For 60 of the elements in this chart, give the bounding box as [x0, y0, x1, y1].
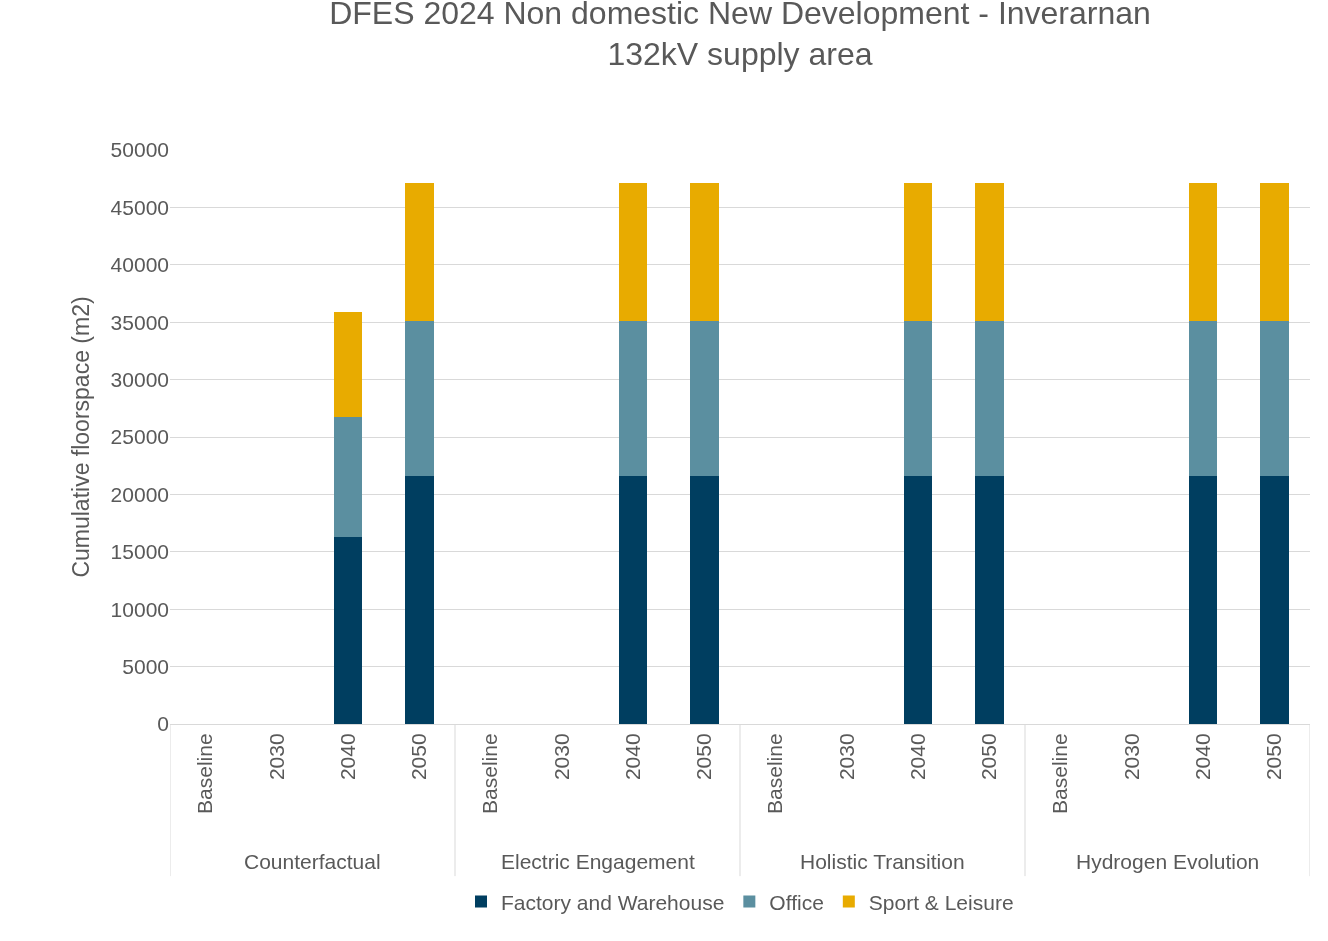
text: Holistic Transition	[800, 850, 965, 873]
x-tick-label: 2030	[1119, 733, 1143, 781]
legend-label: Sport & Leisure	[868, 890, 1014, 914]
text: Counterfactual	[244, 850, 381, 873]
y-tick-label: 50000	[110, 138, 169, 162]
bar	[903, 321, 933, 477]
y-tick-label: 20000	[110, 482, 169, 506]
bar	[903, 183, 933, 322]
bar	[405, 183, 434, 322]
y-tick-label: 15000	[110, 540, 169, 564]
x-tick-label: 2040	[905, 733, 929, 781]
bar	[1188, 183, 1218, 322]
y-tick-label: 45000	[110, 195, 169, 219]
bar	[1260, 321, 1289, 477]
bar	[1260, 183, 1289, 322]
y-tick-label: 40000	[110, 253, 169, 277]
y-tick-label: 0	[157, 712, 169, 736]
bar	[690, 476, 719, 724]
bar	[903, 476, 933, 724]
y-tick-label: 10000	[110, 597, 169, 621]
x-tick-label: Baseline	[1048, 733, 1072, 814]
x-tick-label: 2050	[407, 733, 431, 781]
x-tick-label: 2040	[620, 733, 644, 781]
text: Electric Engagement	[501, 850, 695, 873]
bar	[975, 183, 1004, 322]
x-tick-label: 2050	[692, 733, 716, 781]
chart-title: DFES 2024 Non domestic New Development - Inverarnan 132kV supply area	[329, 0, 1151, 73]
y-tick-label: 35000	[110, 310, 169, 334]
bar	[618, 321, 648, 477]
text: Hydrogen Evolution	[1076, 850, 1260, 873]
bar	[1188, 321, 1218, 477]
bar	[405, 321, 434, 477]
x-tick-label: 2050	[977, 733, 1001, 781]
x-tick-label: 2040	[1190, 733, 1214, 781]
x-tick-label: 2050	[1262, 733, 1286, 781]
x-tick-label: 2030	[549, 733, 573, 781]
bar	[690, 321, 719, 477]
x-tick-label: Baseline	[478, 733, 502, 814]
y-axis-title: Cumulative floorspace (m2)	[68, 296, 95, 578]
bar	[618, 476, 648, 724]
bar	[333, 311, 363, 418]
bar	[618, 183, 648, 322]
x-tick-label: Baseline	[763, 733, 787, 814]
bar	[975, 476, 1004, 724]
x-tick-label: 2040	[335, 733, 359, 781]
bar	[690, 183, 719, 322]
bar	[333, 417, 363, 537]
bar	[405, 476, 434, 724]
bar	[1260, 476, 1289, 724]
y-tick-label: 30000	[110, 367, 169, 391]
y-tick-label: 5000	[122, 654, 169, 678]
bar	[333, 536, 363, 724]
x-tick-label: Baseline	[193, 733, 217, 814]
x-tick-label: 2030	[834, 733, 858, 781]
bar	[975, 321, 1004, 477]
legend-label: Office	[769, 890, 824, 914]
y-tick-label: 25000	[110, 425, 169, 449]
bar	[1188, 476, 1218, 724]
x-tick-label: 2030	[264, 733, 288, 781]
legend-label: Factory and Warehouse	[501, 890, 725, 914]
